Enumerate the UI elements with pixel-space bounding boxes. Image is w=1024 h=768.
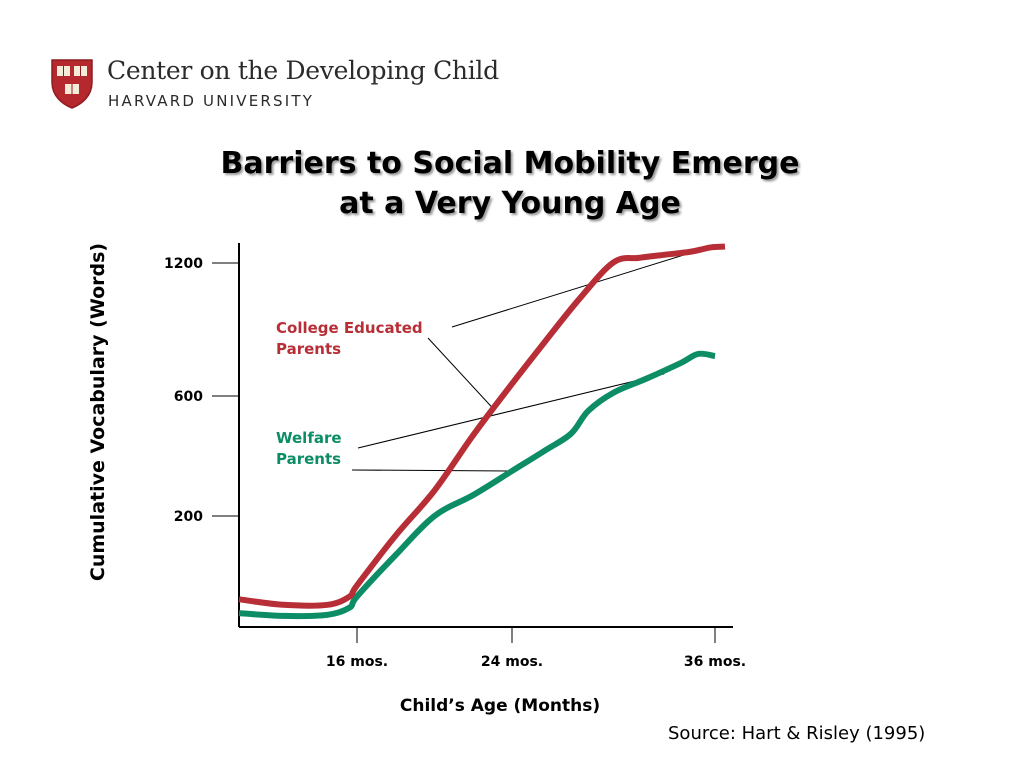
- y-tick-label: 1200: [164, 256, 203, 272]
- organization-subtitle: HARVARD UNIVERSITY: [108, 92, 315, 110]
- leader-line: [451, 248, 704, 328]
- harvard-shield-icon: [51, 59, 93, 109]
- y-tick-label: 600: [174, 389, 203, 405]
- source-citation: Source: Hart & Risley (1995): [668, 723, 926, 744]
- x-tick-label: 24 mos.: [481, 654, 543, 670]
- x-tick-label: 36 mos.: [684, 654, 746, 670]
- chart-title-line-1: Barriers to Social Mobility Emerge: [220, 146, 800, 181]
- leader-line: [357, 373, 665, 449]
- chart-title: Barriers to Social Mobility Emerge at a …: [140, 144, 880, 224]
- series-labels: College Educated Parents Welfare Parents: [276, 319, 423, 468]
- y-tick-label: 200: [174, 509, 203, 525]
- series-label-line: Welfare: [276, 429, 342, 447]
- x-tick-label: 16 mos.: [326, 654, 388, 670]
- series-label-line: Parents: [276, 340, 341, 358]
- college-educated-parents-line: [238, 243, 726, 609]
- tick-labels: 200 600 1200 16 mos. 24 mos. 36 mos. Child’s A…: [87, 243, 746, 716]
- leader-line: [427, 337, 493, 409]
- welfare-parents-line: [238, 350, 716, 620]
- series-label-line: Parents: [276, 450, 341, 468]
- leader-lines: [351, 248, 704, 472]
- organization-name: Center on the Developing Child: [107, 56, 499, 85]
- x-axis-title: Child’s Age (Months): [400, 696, 600, 716]
- leader-line: [351, 469, 513, 472]
- chart-axes: [212, 243, 733, 643]
- chart-title-line-2: at a Very Young Age: [339, 186, 681, 221]
- series-label-line: College Educated: [276, 319, 423, 337]
- series-layer: [238, 243, 726, 620]
- y-axis-title: Cumulative Vocabulary (Words): [87, 243, 109, 581]
